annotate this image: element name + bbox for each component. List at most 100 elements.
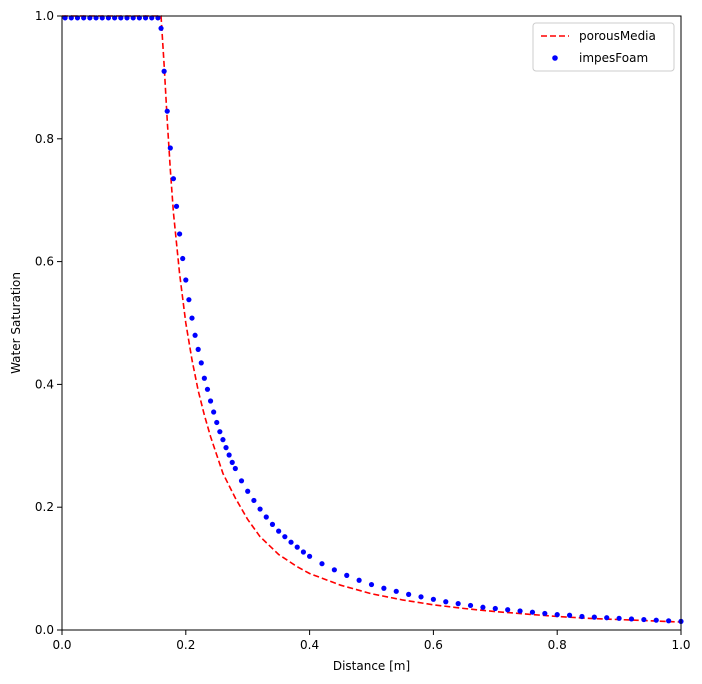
legend-box <box>532 22 675 72</box>
data-point-impesFoam <box>368 581 375 588</box>
data-point-impesFoam <box>226 452 232 458</box>
data-point-impesFoam <box>356 577 362 583</box>
data-point-impesFoam <box>229 459 235 465</box>
data-point-impesFoam <box>232 465 238 472</box>
data-point-impesFoam <box>443 599 449 605</box>
data-point-impesFoam <box>180 255 186 262</box>
data-point-impesFoam <box>93 15 99 21</box>
y-tick-label: 0.0 <box>35 623 54 637</box>
data-point-impesFoam <box>183 277 189 283</box>
y-tick-label: 0.8 <box>35 132 54 146</box>
data-point-impesFoam <box>616 615 622 621</box>
data-point-impesFoam <box>381 585 387 591</box>
data-point-impesFoam <box>204 386 211 392</box>
data-point-impesFoam <box>467 602 474 609</box>
data-point-impesFoam <box>653 617 659 623</box>
plot-area <box>62 16 681 630</box>
legend-label-porousMedia: porousMedia <box>579 29 656 43</box>
data-point-impesFoam <box>393 588 399 594</box>
x-tick-label: 0.0 <box>52 638 71 652</box>
data-point-impesFoam <box>294 544 300 550</box>
data-point-impesFoam <box>74 15 81 21</box>
data-point-impesFoam <box>566 612 573 618</box>
data-point-impesFoam <box>192 332 198 338</box>
data-point-impesFoam <box>170 176 177 182</box>
series-line-porousMedia <box>62 15 682 623</box>
data-point-impesFoam <box>118 15 124 21</box>
data-point-impesFoam <box>319 561 325 567</box>
data-point-impesFoam <box>87 15 93 21</box>
axes-layer: 0.0 0.2 0.4 0.6 0.8 1.0 0.0 0.2 0.4 0.6 0.8 1.0 <box>35 9 691 652</box>
data-point-impesFoam <box>641 616 647 623</box>
data-point-impesFoam <box>251 497 257 504</box>
data-point-impesFoam <box>214 419 220 426</box>
data-point-impesFoam <box>173 203 180 209</box>
data-point-impesFoam <box>223 445 229 451</box>
data-point-impesFoam <box>554 612 560 618</box>
data-point-impesFoam <box>591 614 597 620</box>
data-point-impesFoam <box>68 15 74 21</box>
data-point-impesFoam <box>480 604 486 610</box>
data-layer <box>62 15 684 625</box>
data-point-impesFoam <box>177 231 183 237</box>
data-point-impesFoam <box>112 15 118 21</box>
data-point-impesFoam <box>579 613 585 620</box>
data-point-impesFoam <box>288 539 294 545</box>
legend-label-impesFoam: impesFoam <box>579 51 648 65</box>
plot-background <box>62 16 681 630</box>
legend: porousMedia impesFoam <box>532 22 675 72</box>
data-point-impesFoam <box>245 488 251 494</box>
data-point-impesFoam <box>186 297 192 303</box>
data-point-impesFoam <box>220 437 226 443</box>
y-tick-label: 0.2 <box>35 500 54 514</box>
data-point-impesFoam <box>628 616 635 622</box>
data-point-impesFoam <box>217 429 223 435</box>
data-point-impesFoam <box>130 15 136 21</box>
data-point-impesFoam <box>455 601 461 607</box>
data-point-impesFoam <box>99 15 105 21</box>
x-axis-label: Distance [m] <box>333 659 410 673</box>
data-point-impesFoam <box>167 145 173 151</box>
data-point-impesFoam <box>604 615 610 621</box>
data-point-impesFoam <box>155 15 161 21</box>
x-tick-label: 0.2 <box>176 638 195 652</box>
data-point-impesFoam <box>62 15 68 21</box>
x-tick-label: 0.6 <box>424 638 443 652</box>
data-point-impesFoam <box>505 607 511 613</box>
data-point-impesFoam <box>666 618 672 624</box>
data-point-impesFoam <box>81 15 87 21</box>
x-tick-label: 0.8 <box>548 638 567 652</box>
data-point-impesFoam <box>492 605 498 612</box>
y-axis-label: Water Saturation <box>9 272 23 374</box>
data-point-impesFoam <box>207 398 214 404</box>
x-tick-label: 0.4 <box>300 638 319 652</box>
data-point-impesFoam <box>529 609 536 615</box>
x-tick-label: 1.0 <box>671 638 690 652</box>
data-point-impesFoam <box>542 610 548 617</box>
data-point-impesFoam <box>142 15 149 21</box>
data-point-impesFoam <box>149 15 155 21</box>
plot-frame <box>61 15 682 631</box>
data-point-impesFoam <box>430 596 436 602</box>
data-point-impesFoam <box>257 506 263 512</box>
data-point-impesFoam <box>263 514 269 520</box>
data-point-impesFoam <box>238 478 245 484</box>
data-point-impesFoam <box>517 608 523 614</box>
data-point-impesFoam <box>344 572 350 578</box>
y-tick-label: 1.0 <box>35 9 54 23</box>
data-point-impesFoam <box>406 591 412 597</box>
data-point-impesFoam <box>211 409 217 415</box>
data-point-impesFoam <box>195 346 201 352</box>
data-point-impesFoam <box>418 594 424 600</box>
data-point-impesFoam <box>105 15 112 21</box>
data-point-impesFoam <box>189 315 195 321</box>
data-point-impesFoam <box>276 528 282 534</box>
legend-swatch-impesFoam <box>552 55 558 61</box>
data-point-impesFoam <box>331 567 337 573</box>
y-tick-label: 0.4 <box>35 377 54 391</box>
data-point-impesFoam <box>136 15 142 21</box>
data-point-impesFoam <box>307 553 313 559</box>
data-point-impesFoam <box>282 534 288 540</box>
data-point-impesFoam <box>158 25 164 31</box>
